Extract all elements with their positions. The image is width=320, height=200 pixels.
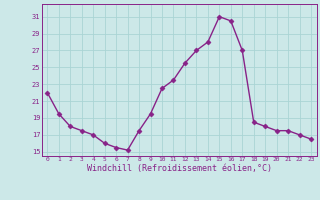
X-axis label: Windchill (Refroidissement éolien,°C): Windchill (Refroidissement éolien,°C) — [87, 164, 272, 173]
